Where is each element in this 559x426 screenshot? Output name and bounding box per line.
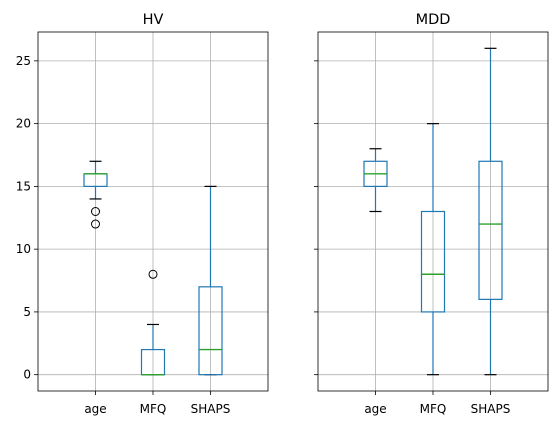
y-tick-label: 10: [16, 242, 31, 256]
box-age: [83, 160, 108, 229]
panel-hv: HV 0 5 10 15 20 25 age MFQ SHAPS: [16, 12, 269, 416]
box-shaps: [478, 47, 503, 376]
axes-frame: [37, 31, 269, 392]
outlier-point: [148, 269, 158, 279]
box-mfq: [420, 123, 446, 376]
panel-mdd: MDD age MFQ SHAPS: [314, 12, 549, 416]
y-tick-label: 25: [16, 54, 31, 68]
x-tick-label: age: [84, 402, 106, 416]
axes-frame: [317, 31, 549, 392]
x-tick-label: MFQ: [420, 402, 447, 416]
y-tick-label: 15: [16, 179, 31, 193]
outlier-point: [91, 207, 100, 216]
iqr-box: [420, 210, 446, 313]
y-tick-label: 0: [23, 368, 31, 382]
box-mfq: [140, 269, 166, 376]
outlier-point: [91, 219, 100, 229]
iqr-box: [198, 286, 223, 376]
box-shaps: [198, 185, 223, 376]
panel-title-hv: HV: [143, 12, 164, 28]
y-tick-label: 5: [23, 305, 31, 319]
box-age: [363, 148, 388, 213]
x-tick-label: SHAPS: [471, 402, 511, 416]
panel-title-mdd: MDD: [416, 12, 451, 28]
x-tick-label: MFQ: [140, 402, 167, 416]
x-tick-label: SHAPS: [191, 402, 231, 416]
iqr-box: [478, 160, 503, 300]
x-tick-label: age: [364, 402, 386, 416]
y-tick-label: 20: [16, 117, 31, 131]
